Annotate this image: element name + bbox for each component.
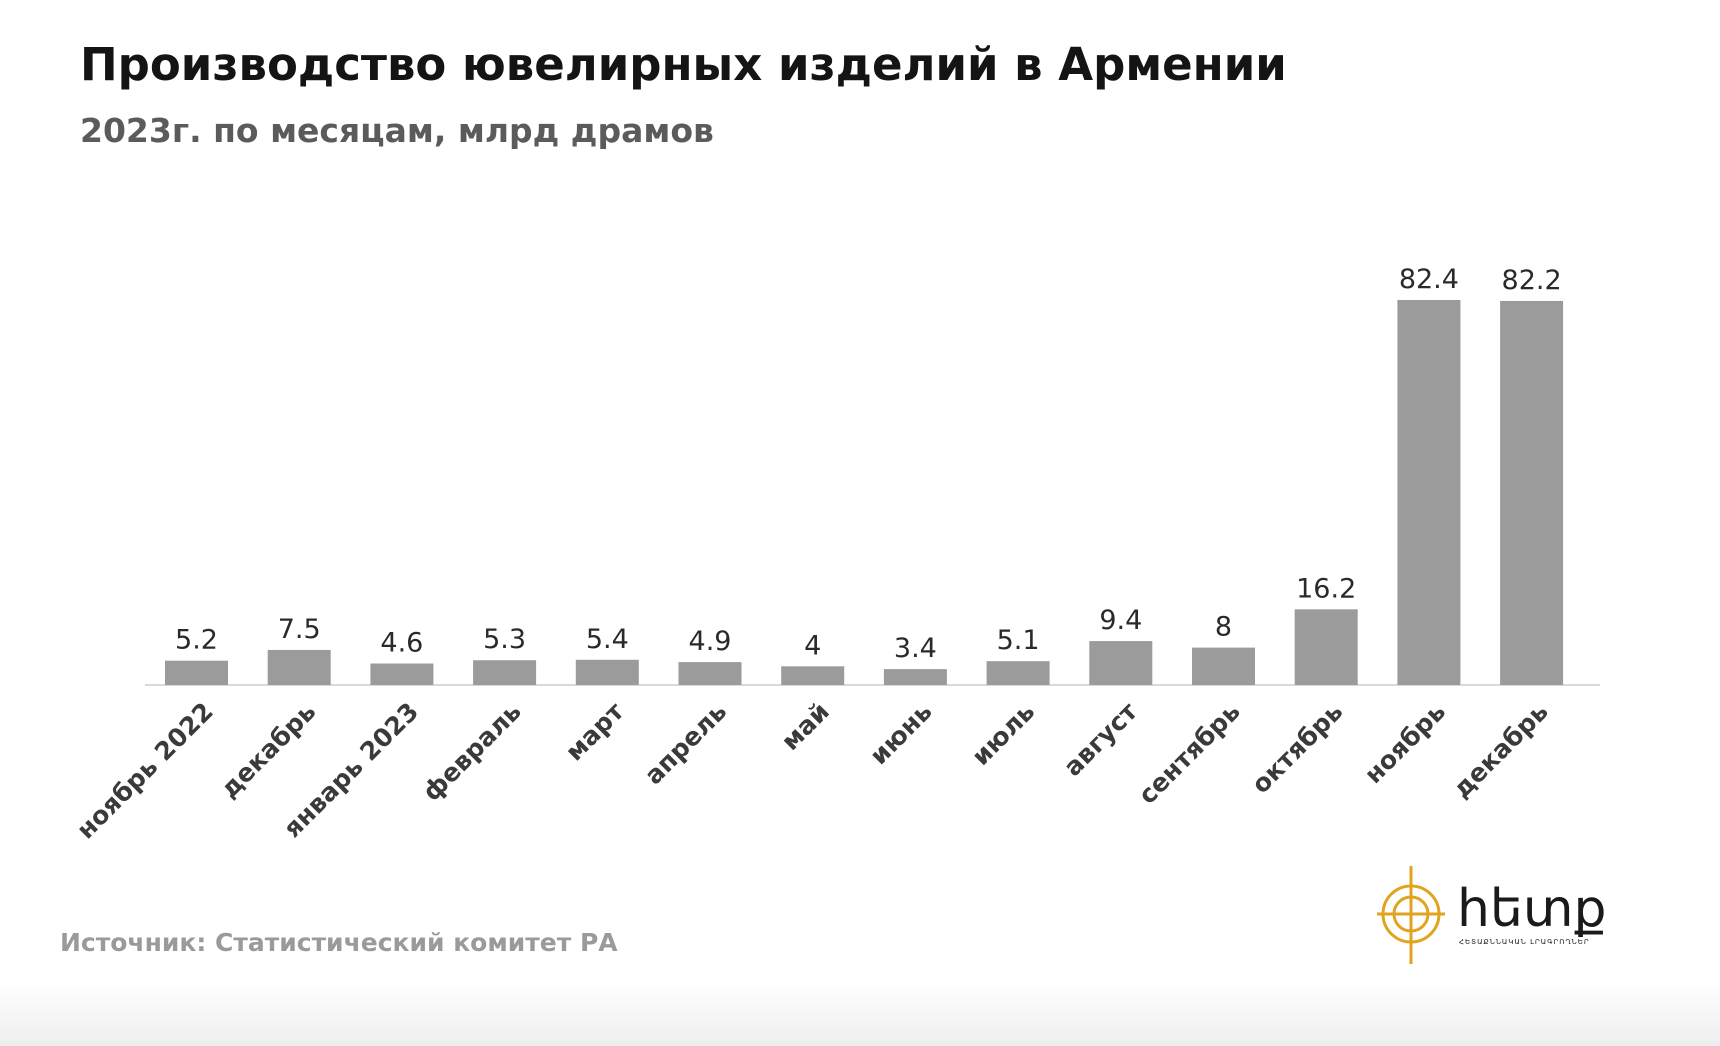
data-label: 82.4	[1399, 264, 1459, 295]
logo-tagline: ՀԵՏԱՔՆՆԱԿԱՆ ԼՐԱԳՐՈՂՆԵՐ	[1459, 938, 1590, 946]
bar	[986, 661, 1050, 685]
bar	[781, 666, 845, 685]
bar	[267, 649, 331, 685]
x-tick-label: август	[1058, 696, 1143, 781]
data-label: 4.6	[380, 628, 423, 659]
x-tick-label: июль	[966, 697, 1040, 771]
bar	[1294, 609, 1358, 685]
bar	[370, 663, 434, 685]
data-label: 9.4	[1099, 605, 1142, 636]
bar	[678, 662, 742, 685]
data-label: 4.9	[689, 626, 732, 657]
x-tick-label: февраль	[417, 697, 527, 807]
x-tick-label: декабрь	[1447, 697, 1554, 804]
x-tick-label: ноябрь 2022	[71, 697, 219, 845]
data-label: 82.2	[1502, 265, 1562, 296]
x-tick-label: декабрь	[215, 697, 322, 804]
bar	[165, 660, 228, 685]
x-tick-label: июнь	[864, 697, 937, 770]
data-label: 5.4	[586, 624, 629, 655]
data-label: 7.5	[278, 614, 321, 645]
bar	[883, 669, 947, 685]
data-label: 5.1	[997, 625, 1040, 656]
data-label: 5.2	[175, 625, 218, 656]
data-label: 5.3	[483, 624, 526, 655]
logo-wordmark: հետք	[1457, 879, 1607, 939]
x-tick-label: апрель	[639, 697, 732, 790]
bar	[1192, 647, 1255, 685]
data-label: 16.2	[1296, 573, 1356, 604]
bar	[1397, 300, 1461, 685]
bar	[1500, 300, 1564, 685]
chart-subtitle: 2023г. по месяцам, млрд драмов	[80, 111, 714, 150]
compass-logo-icon	[1377, 866, 1445, 964]
x-tick-label: сентябрь	[1133, 697, 1246, 810]
bar	[473, 660, 537, 685]
x-tick-label: октябрь	[1246, 697, 1348, 799]
x-tick-label: май	[776, 697, 835, 756]
data-label: 3.4	[894, 633, 937, 664]
chart-title: Производство ювелирных изделий в Армении	[80, 38, 1287, 91]
x-tick-label: март	[560, 696, 630, 766]
bar	[575, 659, 639, 685]
bar	[1089, 641, 1153, 685]
x-tick-label: ноябрь	[1359, 697, 1451, 789]
bottom-fade	[0, 980, 1720, 1046]
hetq-logo: հետք ՀԵՏԱՔՆՆԱԿԱՆ ԼՐԱԳՐՈՂՆԵՐ	[1377, 866, 1607, 964]
data-label: 4	[804, 630, 821, 661]
data-label: 8	[1215, 612, 1232, 643]
source-note: Источник: Статистический комитет РА	[60, 928, 618, 957]
